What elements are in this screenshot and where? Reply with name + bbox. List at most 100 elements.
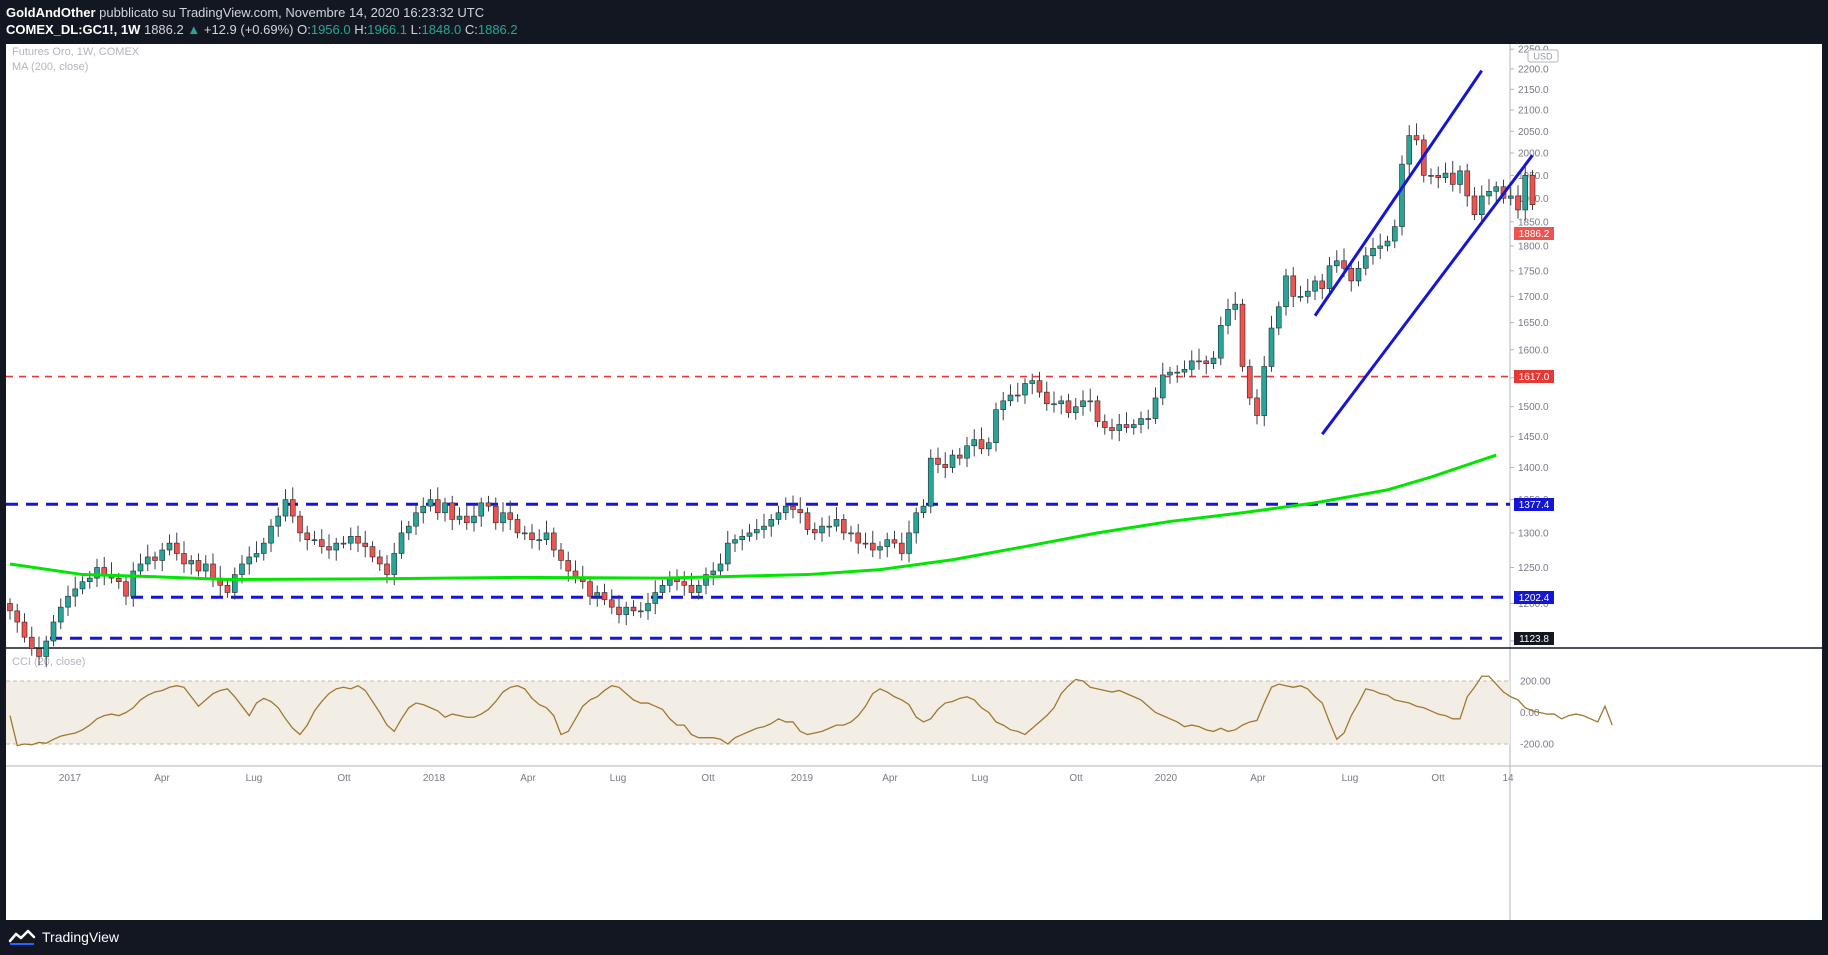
ma200-line[interactable] <box>9 453 1497 582</box>
candle[interactable] <box>1058 395 1065 415</box>
candle[interactable] <box>703 567 709 595</box>
candle[interactable] <box>819 517 825 542</box>
candle[interactable] <box>978 427 985 455</box>
candle[interactable] <box>761 513 767 539</box>
candle[interactable] <box>521 525 528 540</box>
candle[interactable] <box>1196 348 1202 370</box>
candle[interactable] <box>1442 162 1449 183</box>
candle[interactable] <box>289 487 296 524</box>
candle[interactable] <box>659 580 666 598</box>
candle[interactable] <box>1101 414 1108 435</box>
candle[interactable] <box>231 567 238 600</box>
candle[interactable] <box>478 497 485 527</box>
candle[interactable] <box>920 499 927 519</box>
candle[interactable] <box>347 527 354 551</box>
candle[interactable] <box>253 541 260 563</box>
candle[interactable] <box>195 553 202 577</box>
author-name[interactable]: GoldAndOther <box>6 5 96 20</box>
candle[interactable] <box>398 520 405 559</box>
candle[interactable] <box>1478 185 1485 222</box>
candle[interactable] <box>1413 123 1420 146</box>
candle[interactable] <box>1043 381 1050 411</box>
candle[interactable] <box>144 544 151 572</box>
candle[interactable] <box>413 505 419 535</box>
candle[interactable] <box>1348 262 1355 292</box>
candle[interactable] <box>1275 301 1282 336</box>
candle[interactable] <box>159 542 166 572</box>
candle[interactable] <box>550 527 557 558</box>
candle[interactable] <box>463 505 470 530</box>
candle[interactable] <box>862 532 869 549</box>
candle[interactable] <box>1406 125 1413 175</box>
candle[interactable] <box>746 524 753 542</box>
candle[interactable] <box>1109 418 1115 440</box>
candle[interactable] <box>811 522 818 540</box>
candle[interactable] <box>1464 163 1471 207</box>
candle[interactable] <box>1384 235 1391 252</box>
candle[interactable] <box>1188 350 1195 377</box>
candle[interactable] <box>1145 409 1152 430</box>
candle[interactable] <box>318 529 325 554</box>
candle[interactable] <box>724 530 731 572</box>
candle[interactable] <box>79 576 86 595</box>
candle[interactable] <box>1435 166 1442 189</box>
candle[interactable] <box>1007 384 1014 407</box>
candle[interactable] <box>717 553 724 577</box>
candle[interactable] <box>362 530 369 558</box>
candle[interactable] <box>674 569 680 591</box>
candle[interactable] <box>1428 168 1434 185</box>
candle[interactable] <box>137 553 144 577</box>
candle[interactable] <box>594 585 601 607</box>
candle[interactable] <box>1065 393 1072 418</box>
candle[interactable] <box>732 534 738 552</box>
candle[interactable] <box>695 580 702 600</box>
candle[interactable] <box>173 532 180 561</box>
candle[interactable] <box>1304 278 1311 304</box>
candle[interactable] <box>1080 390 1086 416</box>
candle[interactable] <box>898 532 905 561</box>
candle[interactable] <box>1326 256 1333 294</box>
candle[interactable] <box>840 514 847 540</box>
candle[interactable] <box>1225 298 1231 335</box>
candle[interactable] <box>985 437 992 456</box>
candle[interactable] <box>1217 316 1224 366</box>
candle[interactable] <box>304 525 311 551</box>
candle[interactable] <box>57 598 64 630</box>
candle[interactable] <box>123 574 129 606</box>
candle[interactable] <box>608 589 615 615</box>
candle[interactable] <box>434 487 441 520</box>
candle[interactable] <box>1515 185 1521 219</box>
candle[interactable] <box>1138 411 1144 434</box>
candle[interactable] <box>108 562 115 584</box>
candle[interactable] <box>652 580 659 615</box>
candle[interactable] <box>1319 273 1326 300</box>
candle[interactable] <box>275 507 282 537</box>
candle[interactable] <box>210 553 216 587</box>
candle[interactable] <box>1167 366 1173 384</box>
candle[interactable] <box>449 495 456 531</box>
candle[interactable] <box>935 447 941 474</box>
candle[interactable] <box>587 576 593 606</box>
candle[interactable] <box>1290 267 1297 307</box>
candle[interactable] <box>1029 373 1036 395</box>
candle[interactable] <box>1399 155 1405 236</box>
candle[interactable] <box>492 497 499 530</box>
channel-lower-line[interactable] <box>1321 154 1534 436</box>
candle[interactable] <box>1391 219 1398 249</box>
candle[interactable] <box>826 515 833 537</box>
candle[interactable] <box>369 541 376 563</box>
candle[interactable] <box>790 495 796 519</box>
candle[interactable] <box>1036 371 1043 398</box>
candle[interactable] <box>1022 378 1028 404</box>
candle[interactable] <box>942 452 949 479</box>
candle[interactable] <box>268 519 274 552</box>
candle[interactable] <box>891 530 898 549</box>
candle[interactable] <box>666 571 673 593</box>
candle[interactable] <box>202 555 209 579</box>
candle[interactable] <box>782 497 789 520</box>
tradingview-brand[interactable]: TradingView <box>8 928 119 946</box>
candle[interactable] <box>1377 233 1384 260</box>
candle[interactable] <box>420 497 427 524</box>
candle[interactable] <box>949 449 956 473</box>
candle[interactable] <box>1072 397 1079 420</box>
